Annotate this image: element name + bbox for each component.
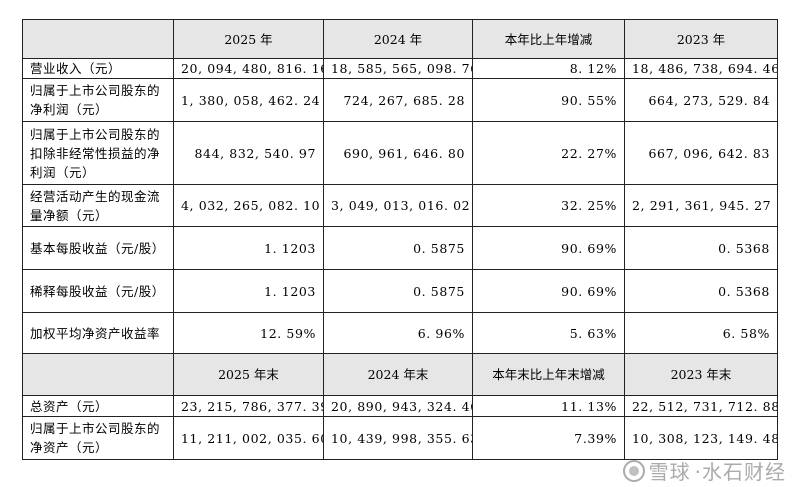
table-row: 基本每股收益（元/股） 1. 1203 0. 5875 90. 69% 0. 5… (22, 226, 778, 270)
value-change: 5. 63% (472, 312, 625, 354)
header-2023-end: 2023 年末 (624, 353, 778, 396)
table-row: 总资产（元） 23, 215, 786, 377. 39 20, 890, 94… (22, 395, 778, 417)
row-label: 总资产（元） (22, 395, 174, 417)
row-label: 归属于上市公司股东的净利润（元） (22, 78, 174, 122)
header-2024: 2024 年 (323, 19, 473, 59)
value-2024: 6. 96% (323, 312, 473, 354)
value-2025: 11, 211, 002, 035. 60 (173, 416, 324, 460)
header-row-annual: 2025 年 2024 年 本年比上年增减 2023 年 (22, 19, 778, 59)
header-row-yearend: 2025 年末 2024 年末 本年末比上年末增减 2023 年末 (22, 353, 778, 396)
value-2023: 664, 273, 529. 84 (624, 78, 778, 122)
value-2025: 1, 380, 058, 462. 24 (173, 78, 324, 122)
value-2023: 667, 096, 642. 83 (624, 121, 778, 185)
value-2023: 0. 5368 (624, 269, 778, 313)
value-2025: 20, 094, 480, 816. 16 (173, 58, 324, 79)
value-2025: 1. 1203 (173, 269, 324, 313)
row-label: 归属于上市公司股东的扣除非经常性损益的净利润（元） (22, 121, 174, 185)
value-2023: 18, 486, 738, 694. 46 (624, 58, 778, 79)
row-label: 加权平均净资产收益率 (22, 312, 174, 354)
value-2024: 690, 961, 646. 80 (323, 121, 473, 185)
value-change: 90. 69% (472, 226, 625, 270)
value-2024: 0. 5875 (323, 269, 473, 313)
value-2025: 1. 1203 (173, 226, 324, 270)
table-row: 归属于上市公司股东的净利润（元） 1, 380, 058, 462. 24 72… (22, 78, 778, 122)
header-blank-cell (22, 19, 174, 59)
table-row: 经营活动产生的现金流量净额（元） 4, 032, 265, 082. 10 3,… (22, 184, 778, 227)
table-row: 归属于上市公司股东的净资产（元） 11, 211, 002, 035. 60 1… (22, 416, 778, 460)
watermark-author: ·水石财经 (694, 460, 786, 484)
value-2023: 22, 512, 731, 712. 88 (624, 395, 778, 417)
value-change: 32. 25% (472, 184, 625, 227)
value-change: 22. 27% (472, 121, 625, 185)
row-label: 稀释每股收益（元/股） (22, 269, 174, 313)
value-2025: 844, 832, 540. 97 (173, 121, 324, 185)
value-change: 8. 12% (472, 58, 625, 79)
value-2023: 6. 58% (624, 312, 778, 354)
header-change: 本年比上年增减 (472, 19, 625, 59)
value-2024: 20, 890, 943, 324. 46 (323, 395, 473, 417)
header-change-end: 本年末比上年末增减 (472, 353, 625, 396)
financial-table-container: 2025 年 2024 年 本年比上年增减 2023 年 营业收入（元） 20,… (22, 19, 778, 460)
table-row: 归属于上市公司股东的扣除非经常性损益的净利润（元） 844, 832, 540.… (22, 121, 778, 185)
row-label: 基本每股收益（元/股） (22, 226, 174, 270)
value-2023: 2, 291, 361, 945. 27 (624, 184, 778, 227)
table-row: 稀释每股收益（元/股） 1. 1203 0. 5875 90. 69% 0. 5… (22, 269, 778, 313)
header-blank-cell (22, 353, 174, 396)
value-2025: 23, 215, 786, 377. 39 (173, 395, 324, 417)
value-2024: 18, 585, 565, 098. 76 (323, 58, 473, 79)
xueqiu-logo-icon (622, 459, 645, 482)
value-2025: 12. 59% (173, 312, 324, 354)
value-2024: 724, 267, 685. 28 (323, 78, 473, 122)
header-2024-end: 2024 年末 (323, 353, 473, 396)
table-row: 加权平均净资产收益率 12. 59% 6. 96% 5. 63% 6. 58% (22, 312, 778, 354)
value-2024: 10, 439, 998, 355. 63 (323, 416, 473, 460)
row-label: 归属于上市公司股东的净资产（元） (22, 416, 174, 460)
header-2025-end: 2025 年末 (173, 353, 324, 396)
value-change: 90. 69% (472, 269, 625, 313)
row-label: 经营活动产生的现金流量净额（元） (22, 184, 174, 227)
row-label: 营业收入（元） (22, 58, 174, 79)
xueqiu-watermark: 雪球 ·水石财经 (622, 456, 786, 485)
header-2025: 2025 年 (173, 19, 324, 59)
value-2024: 0. 5875 (323, 226, 473, 270)
value-change: 11. 13% (472, 395, 625, 417)
value-change: 7.39% (472, 416, 625, 460)
value-2023: 0. 5368 (624, 226, 778, 270)
financial-summary-table: 2025 年 2024 年 本年比上年增减 2023 年 营业收入（元） 20,… (22, 19, 778, 460)
table-row: 营业收入（元） 20, 094, 480, 816. 16 18, 585, 5… (22, 58, 778, 79)
value-2024: 3, 049, 013, 016. 02 (323, 184, 473, 227)
value-change: 90. 55% (472, 78, 625, 122)
value-2023: 10, 308, 123, 149. 48 (624, 416, 778, 460)
watermark-brand: 雪球 (648, 460, 691, 484)
header-2023: 2023 年 (624, 19, 778, 59)
value-2025: 4, 032, 265, 082. 10 (173, 184, 324, 227)
